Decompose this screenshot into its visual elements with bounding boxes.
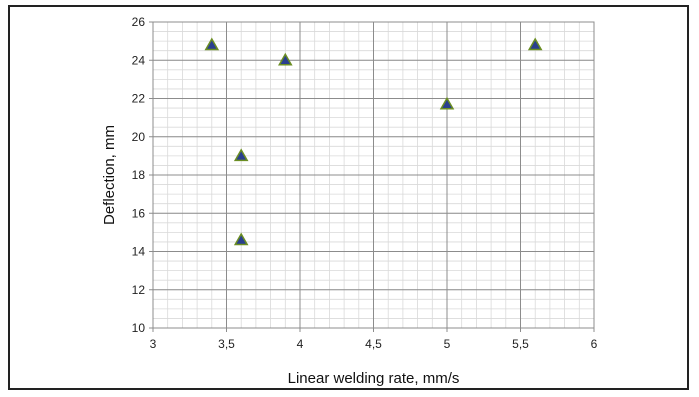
data-point <box>204 37 220 51</box>
x-tick-label: 5,5 <box>512 337 529 351</box>
x-tick-label: 6 <box>591 337 598 351</box>
x-tick-label: 3,5 <box>218 337 235 351</box>
y-tick-label: 26 <box>132 15 146 29</box>
plot-area <box>152 21 595 329</box>
y-tick-label: 20 <box>132 130 146 144</box>
y-tick-label: 16 <box>132 206 146 220</box>
data-point <box>527 37 543 51</box>
y-tick-labels: 10 12 14 16 18 20 22 24 26 <box>132 15 146 335</box>
y-tick-label: 14 <box>132 245 146 259</box>
data-point <box>233 232 249 246</box>
x-tick-label: 4 <box>297 337 304 351</box>
data-points <box>204 37 543 246</box>
y-tick-label: 24 <box>132 53 146 67</box>
y-tick-label: 18 <box>132 168 146 182</box>
x-tick-label: 4,5 <box>365 337 382 351</box>
y-axis-title: Deflection, mm <box>101 125 118 225</box>
chart-frame <box>8 5 689 390</box>
data-point <box>439 96 455 110</box>
y-tick-label: 12 <box>132 283 146 297</box>
x-tick-label: 3 <box>150 337 157 351</box>
data-point <box>278 52 293 66</box>
major-grid <box>149 21 595 332</box>
x-tick-labels: 3 3,5 4 4,5 5 5,5 6 <box>150 337 598 351</box>
data-point <box>233 148 249 162</box>
x-axis-title: Linear welding rate, mm/s <box>288 370 460 387</box>
x-tick-label: 5 <box>444 337 451 351</box>
y-tick-label: 10 <box>132 321 146 335</box>
y-tick-label: 22 <box>132 92 146 106</box>
